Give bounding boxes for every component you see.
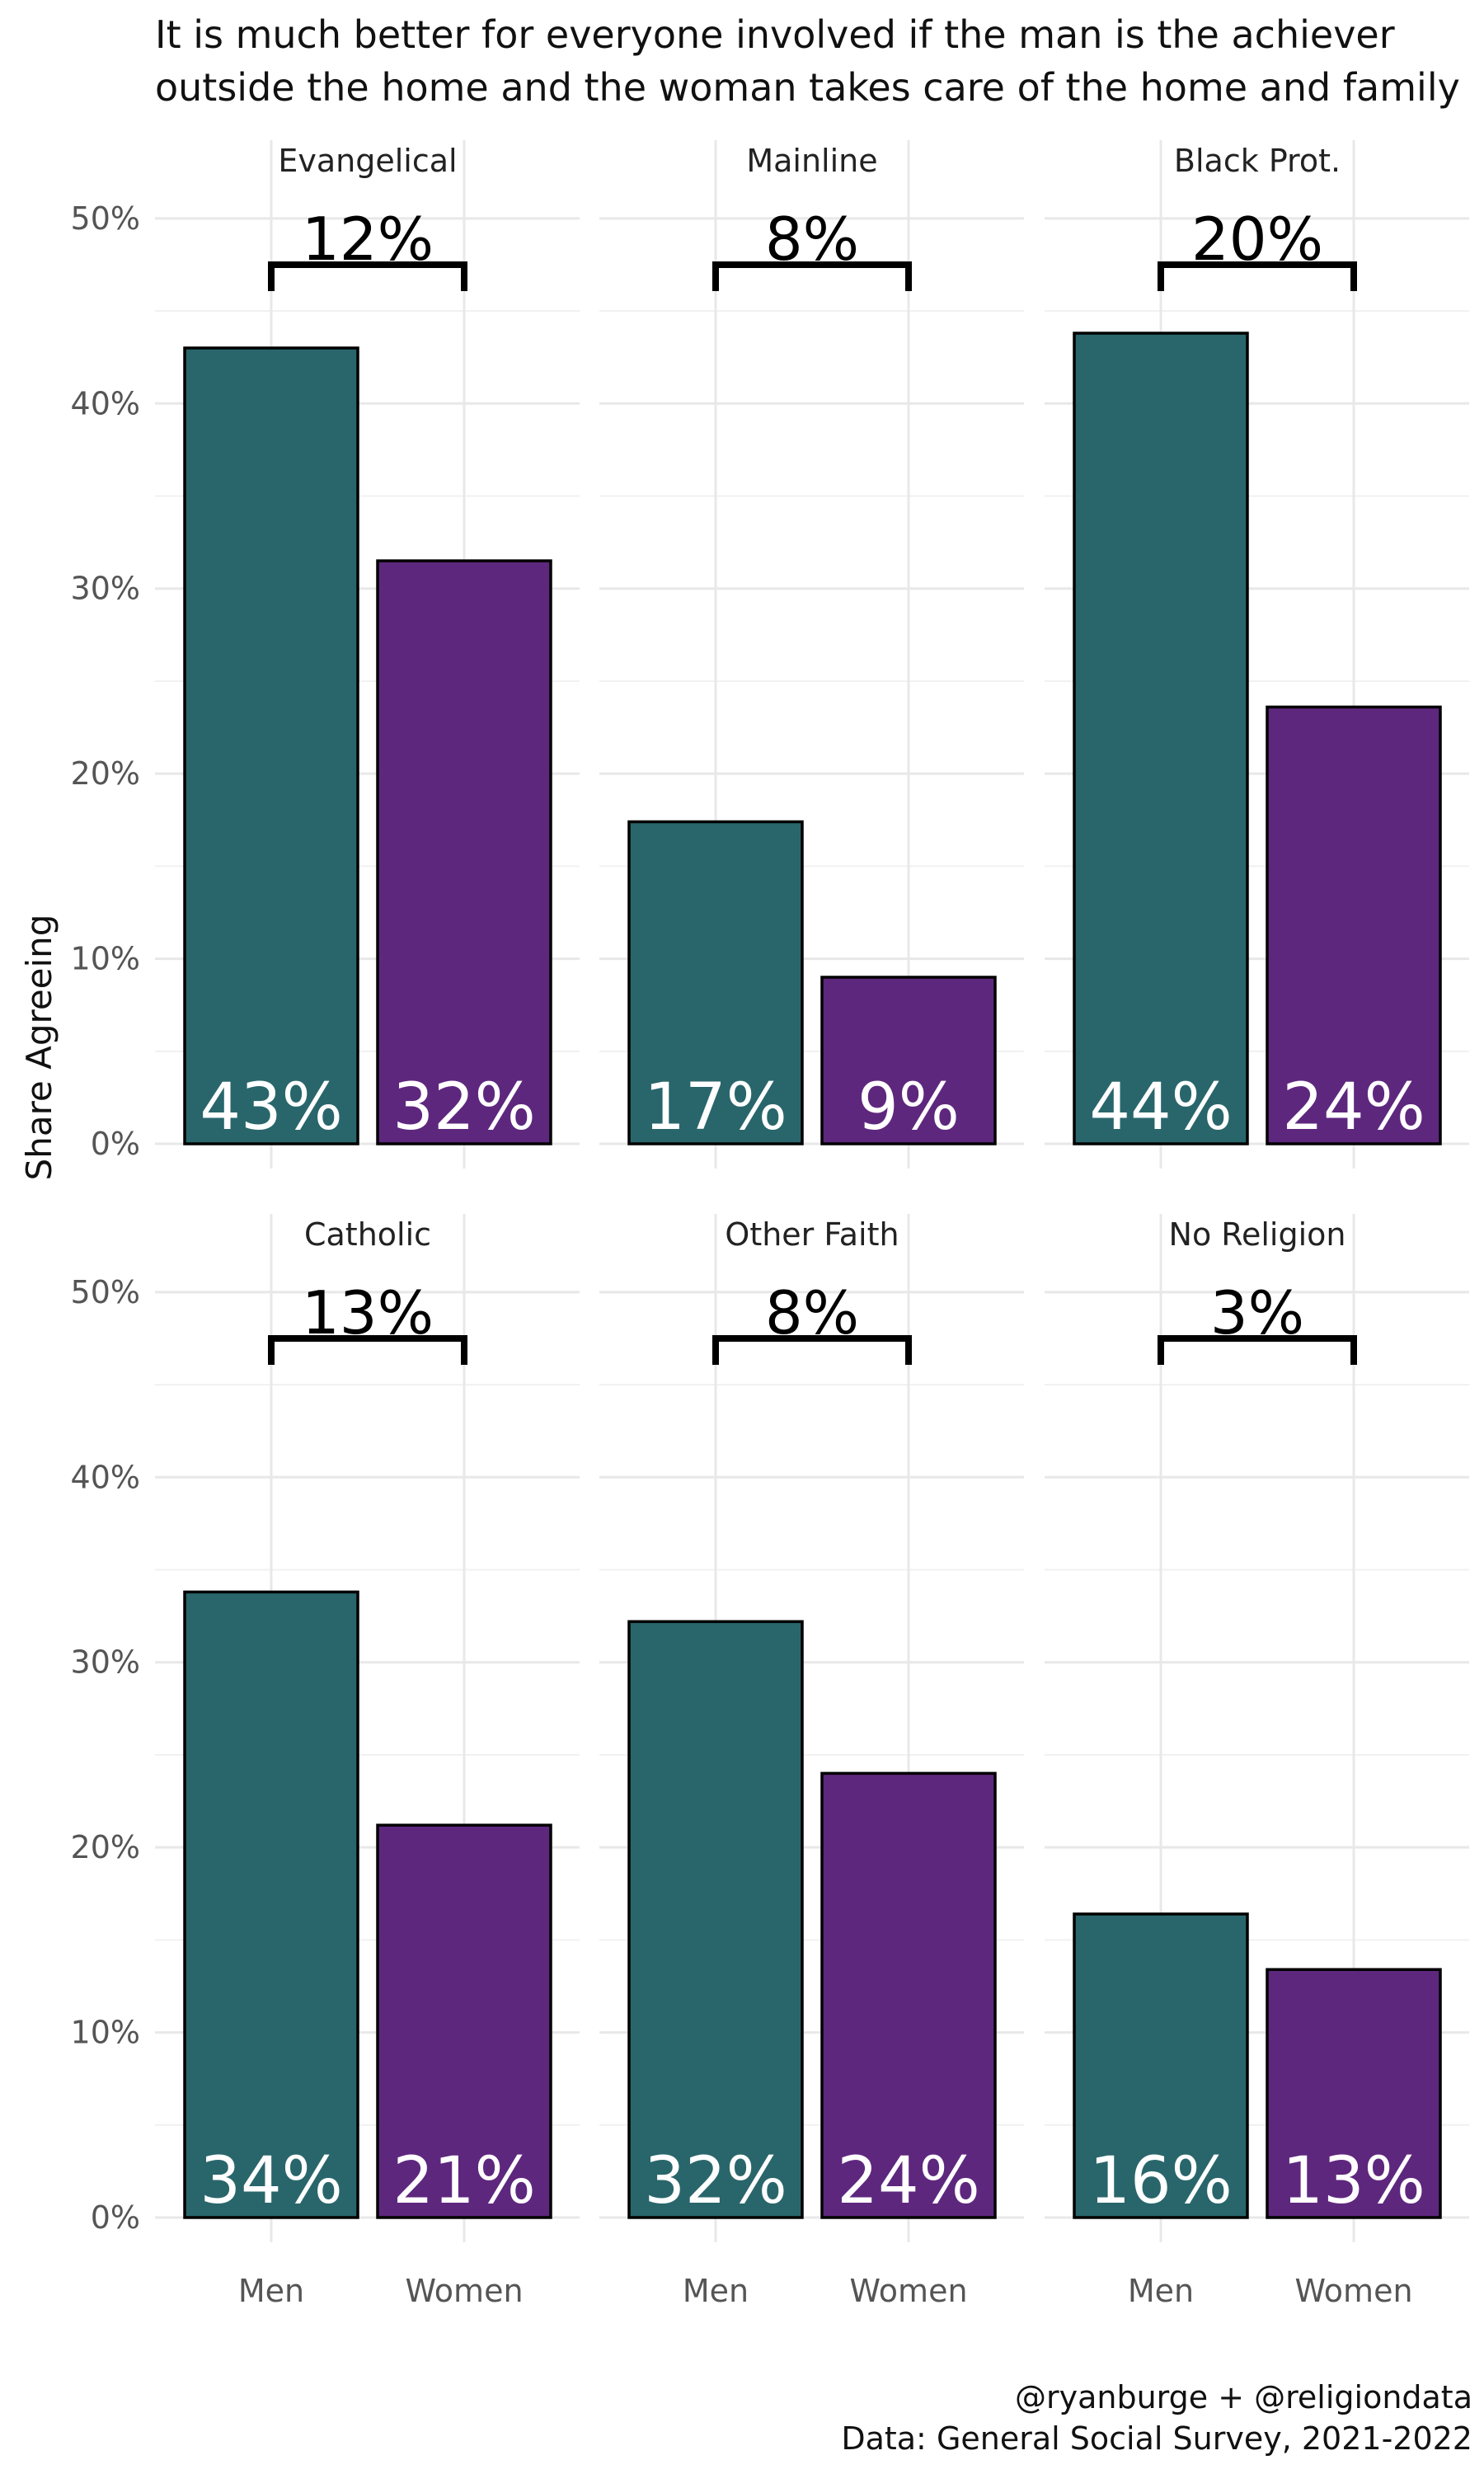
- gap-label: 12%: [302, 205, 434, 274]
- gap-label: 8%: [765, 205, 859, 274]
- gap-bracket: [268, 1334, 467, 1365]
- caption-line-1: @ryanburge + @religiondata: [1015, 2379, 1472, 2415]
- chart-title-line-2: outside the home and the woman takes car…: [155, 65, 1460, 110]
- facet-title: Mainline: [746, 143, 877, 179]
- facet-title: Evangelical: [278, 143, 457, 179]
- bar-women: [1266, 705, 1442, 1145]
- y-tick-label: 10%: [71, 2015, 140, 2051]
- bar-women: [820, 1771, 997, 2219]
- x-tick-label: Women: [405, 2273, 523, 2309]
- gap-label: 20%: [1191, 205, 1323, 274]
- facet-panels: 0% 10% 20% 30% 40% 50% Evangelical 43% 32% 12% Mai…: [71, 140, 1469, 2309]
- x-tick-label: Men: [1128, 2273, 1194, 2309]
- bar-value-label: 13%: [1282, 2144, 1425, 2218]
- y-tick-label: 0%: [91, 2199, 140, 2236]
- y-tick-label: 40%: [71, 385, 140, 421]
- y-tick-label: 30%: [71, 1644, 140, 1681]
- y-tick-label: 50%: [71, 1274, 140, 1310]
- bar-value-label: 32%: [392, 1070, 535, 1145]
- x-tick-label: Men: [238, 2273, 304, 2309]
- facet-title: Catholic: [304, 1216, 431, 1253]
- y-tick-label: 10%: [71, 941, 140, 977]
- x-tick-label: Women: [849, 2273, 967, 2309]
- y-tick-label: 20%: [71, 1829, 140, 1865]
- x-tick-label: Men: [683, 2273, 749, 2309]
- facet-panel: No Religion 16% 13% 3% Men Women: [1045, 1214, 1469, 2309]
- gap-label: 13%: [302, 1278, 434, 1348]
- facet-panel: Mainline 17% 9% 8%: [599, 140, 1024, 1169]
- bar-value-label: 32%: [644, 2144, 787, 2218]
- bar-men: [627, 820, 804, 1145]
- gap-bracket: [712, 261, 912, 291]
- bar-women: [1266, 1968, 1442, 2219]
- caption-line-2: Data: General Social Survey, 2021-2022: [841, 2420, 1472, 2457]
- facet-panel: 0% 10% 20% 30% 40% 50% Evangelical 43% 32% 12%: [71, 140, 580, 1169]
- bar-men: [183, 346, 359, 1145]
- facet-title: Black Prot.: [1174, 143, 1341, 179]
- bar-value-label: 21%: [392, 2144, 535, 2218]
- y-tick-label: 50%: [71, 200, 140, 237]
- gap-bracket: [1158, 261, 1357, 291]
- bar-value-label: 24%: [1282, 1070, 1425, 1145]
- gap-label: 8%: [765, 1278, 859, 1348]
- bar-value-label: 43%: [200, 1070, 342, 1145]
- gap-label: 3%: [1210, 1278, 1304, 1348]
- chart-title-line-1: It is much better for everyone involved …: [155, 12, 1395, 57]
- x-tick-label: Women: [1294, 2273, 1412, 2309]
- bar-men: [1073, 1912, 1249, 2219]
- bar-men: [627, 1620, 804, 2219]
- bar-value-label: 17%: [644, 1070, 787, 1145]
- bar-women: [376, 559, 552, 1145]
- gap-bracket: [1158, 1334, 1357, 1365]
- y-tick-label: 0%: [91, 1126, 140, 1162]
- bar-value-label: 24%: [837, 2144, 979, 2218]
- gap-bracket: [712, 1334, 912, 1365]
- facet-panel: Other Faith 32% 24% 8% Men Women: [599, 1214, 1024, 2309]
- bar-value-label: 34%: [200, 2144, 342, 2218]
- bar-women: [820, 976, 997, 1145]
- bar-men: [1073, 332, 1249, 1145]
- y-axis-label: Share Agreeing: [19, 915, 59, 1181]
- facet-title: No Religion: [1169, 1216, 1346, 1253]
- facet-title: Other Faith: [725, 1216, 899, 1253]
- y-tick-label: 20%: [71, 755, 140, 792]
- bar-value-label: 16%: [1089, 2144, 1232, 2218]
- bar-value-label: 9%: [857, 1070, 960, 1145]
- bar-women: [376, 1823, 552, 2219]
- gap-bracket: [268, 261, 467, 291]
- bar-value-label: 44%: [1089, 1070, 1232, 1145]
- facet-panel: 0% 10% 20% 30% 40% 50% Catholic 34% 21% 13% Men Wom…: [71, 1214, 580, 2309]
- y-tick-label: 30%: [71, 571, 140, 607]
- y-tick-label: 40%: [71, 1459, 140, 1495]
- bar-men: [183, 1590, 359, 2219]
- facet-panel: Black Prot. 44% 24% 20%: [1045, 140, 1469, 1169]
